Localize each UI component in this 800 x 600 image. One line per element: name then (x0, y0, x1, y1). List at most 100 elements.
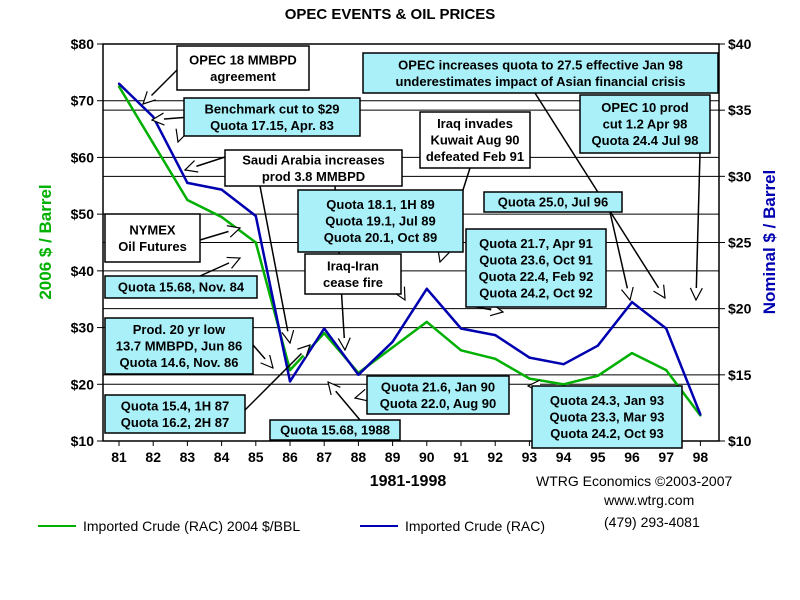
annotation-text: NYMEX (129, 222, 176, 237)
annotation-box (483, 191, 623, 213)
annotation-arrow (199, 258, 240, 277)
annotation-text: Quota 24.3, Jan 93 (550, 393, 664, 408)
tick-label-x: 94 (556, 449, 572, 465)
tick-label-x: 84 (214, 449, 230, 465)
annotation-text: Iraq-Iran (327, 258, 379, 273)
tick-label-x: 82 (145, 449, 161, 465)
data-point-real (425, 320, 428, 324)
annotation-box (269, 419, 401, 441)
annotation-q181: Quota 18.1, 1H 89 Quota 19.1, Jul 89Quota… (297, 189, 464, 253)
annotation-arrow (143, 69, 178, 104)
data-point-real (323, 332, 326, 335)
y-axis-left-label: 2006 $ / Barrel (36, 184, 55, 299)
data-point-nominal (665, 327, 668, 330)
annotation-text: Quota 20.1, Oct 89 (324, 230, 437, 245)
annotation-text: Benchmark cut to $29 (204, 101, 339, 116)
annotation-box (183, 97, 361, 137)
annotation-box (104, 275, 258, 299)
annotation-box (224, 149, 403, 187)
tick-label-right: $40 (728, 36, 752, 52)
annotation-text: Quota 25.0, Jul 96 (498, 195, 609, 210)
data-point-nominal (117, 82, 121, 85)
annotation-text: Quota 21.6, Jan 90 (381, 379, 495, 394)
credit-company: WTRG Economics ©2003-2007 (536, 473, 732, 489)
tick-label-left: $50 (71, 206, 95, 222)
annotation-text: prod 3.8 MMBPD (262, 169, 365, 184)
annotation-text: Quota 18.1, 1H 89 (326, 197, 434, 212)
annotation-text: Quota 15.68, Nov. 84 (118, 280, 245, 295)
left-axis-ticks: $10 $20 $30 $40 $50 $60 $70 $80 (71, 36, 103, 449)
annotation-box (104, 317, 254, 375)
annotation-text: Quota 23.3, Mar 93 (550, 410, 665, 425)
annotation-arrow (609, 211, 630, 300)
data-point-real (186, 198, 189, 202)
data-point-real (630, 351, 634, 355)
tick-label-x: 81 (111, 449, 127, 465)
annotation-arrow (355, 395, 367, 398)
annotation-q1568: Quota 15.68, Nov. 84 (104, 275, 258, 299)
data-point-nominal (630, 300, 634, 304)
annotation-text: cut 1.2 Apr 98 (603, 117, 688, 132)
tick-label-x: 97 (658, 449, 674, 465)
tick-label-x: 83 (180, 449, 196, 465)
data-point-real (562, 383, 565, 386)
data-point-nominal (288, 380, 292, 383)
annotation-box (176, 45, 310, 91)
legend-label-real: Imported Crude (RAC) 2004 $/BBL (83, 518, 300, 534)
data-point-nominal (528, 356, 531, 359)
series-line-real-dollars (117, 85, 702, 417)
right-axis-ticks: $10 $15 $20 $25 $30 $35 $40 (719, 36, 752, 449)
x-axis-label: 1981-1998 (370, 473, 447, 490)
data-point-real (494, 357, 497, 360)
data-point-real (596, 374, 599, 377)
annotation-text: Oil Futures (118, 239, 187, 254)
data-point-nominal (391, 340, 394, 343)
annotation-text: Quota 17.15, Apr. 83 (210, 118, 334, 133)
y-axis-right-label: Nominal $ / Barrel (760, 170, 779, 315)
tick-label-x: 86 (282, 449, 298, 465)
annotation-arrow (252, 344, 273, 368)
tick-label-left: $60 (71, 149, 95, 165)
annotation-text: Quota 15.68, 1988 (280, 423, 390, 438)
annotation-box (419, 111, 531, 169)
tick-label-x: 91 (453, 449, 469, 465)
data-point-nominal (323, 327, 326, 330)
tick-label-right: $20 (728, 301, 752, 317)
annotation-arrow (696, 152, 700, 300)
annotation-box (362, 52, 719, 94)
data-point-real (391, 346, 394, 349)
data-point-nominal (596, 344, 599, 347)
annotation-arrow (328, 382, 361, 421)
data-point-nominal (425, 287, 428, 291)
tick-label-x: 92 (487, 449, 503, 465)
tick-label-x: 85 (248, 449, 264, 465)
tick-label-x: 98 (693, 449, 709, 465)
annotation-text: Quota 22.4, Feb 92 (479, 269, 594, 284)
tick-label-left: $30 (71, 320, 95, 336)
legend-label-nominal: Imported Crude (RAC) (405, 518, 545, 534)
annotation-text: Prod. 20 yr low (133, 322, 226, 337)
annotation-text: Quota 22.0, Aug 90 (380, 396, 497, 411)
data-point-real (459, 349, 463, 352)
data-point-nominal (357, 373, 360, 377)
annotation-text: Quota 24.2, Oct 93 (550, 426, 663, 441)
data-point-real (665, 368, 668, 372)
series-lines (117, 82, 702, 417)
annotation-text: Kuwait Aug 90 (430, 133, 519, 148)
annotation-text: Quota 16.2, 2H 87 (121, 415, 229, 430)
annotation-box (104, 213, 201, 263)
data-point-nominal (254, 214, 257, 218)
annotation-q250: Quota 25.0, Jul 96 (483, 191, 623, 213)
annotation-arrow (185, 156, 226, 170)
annotation-text: OPEC 18 MMBPD (189, 52, 297, 67)
data-point-nominal (186, 181, 189, 185)
annotation-nymex: NYMEX Oil Futures (104, 213, 201, 263)
annotation-q243: Quota 24.3, Jan 93 Quota 23.3, Mar 93Quot… (531, 385, 683, 449)
annotation-text: 13.7 MMBPD, Jun 86 (116, 339, 242, 354)
annotation-arrow (199, 228, 240, 241)
annotation-box (531, 385, 683, 449)
tick-label-x: 95 (590, 449, 606, 465)
tick-label-x: 87 (316, 449, 332, 465)
